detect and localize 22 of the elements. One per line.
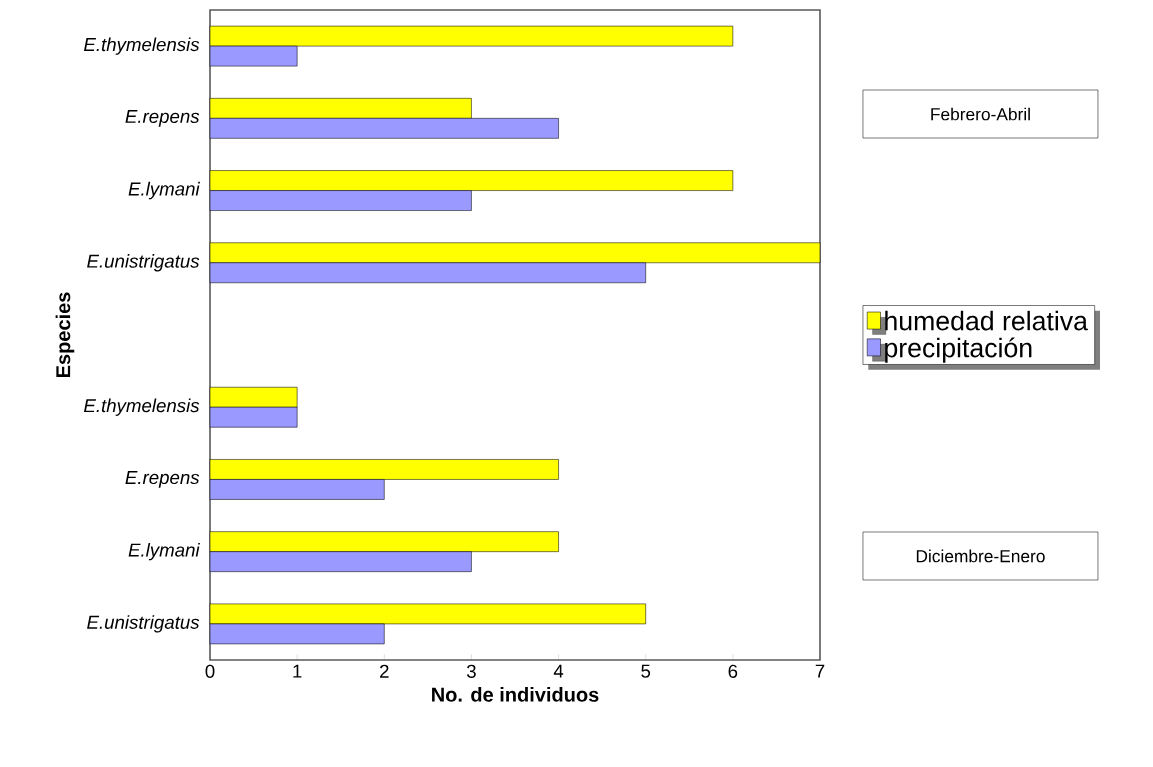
legend-label: humedad relativa [885,310,1088,331]
x-tick-label: 1 [293,664,302,678]
x-axis-title: No. de individuos [432,687,599,702]
y-tick-label: E.repens [125,471,200,488]
x-tick-label: 6 [728,664,738,678]
y-tick-label: E.unistrigatus [87,254,200,272]
text: Diciembre-Enero [916,549,1045,563]
y-axis-title: Especies [55,292,75,378]
x-tick-label: 5 [641,664,651,678]
x-tick-label: 2 [380,664,389,678]
y-tick-label: E.thymelensis [83,398,200,416]
x-tick-label: 3 [466,664,476,678]
x-tick-label: 7 [815,664,825,678]
y-tick-label: E.repens [125,109,200,127]
y-tick-label: E.lymani [128,181,201,200]
y-tick-label: E.lymani [128,542,201,561]
x-tick-label: 0 [205,664,215,678]
x-tick-label: 4 [553,664,564,678]
legend-label: precipitación [885,337,1032,363]
text: Febrero-Abril [931,107,1030,121]
y-tick-label: E.thymelensis [83,37,200,55]
y-tick-label: E.unistrigatus [87,615,200,633]
